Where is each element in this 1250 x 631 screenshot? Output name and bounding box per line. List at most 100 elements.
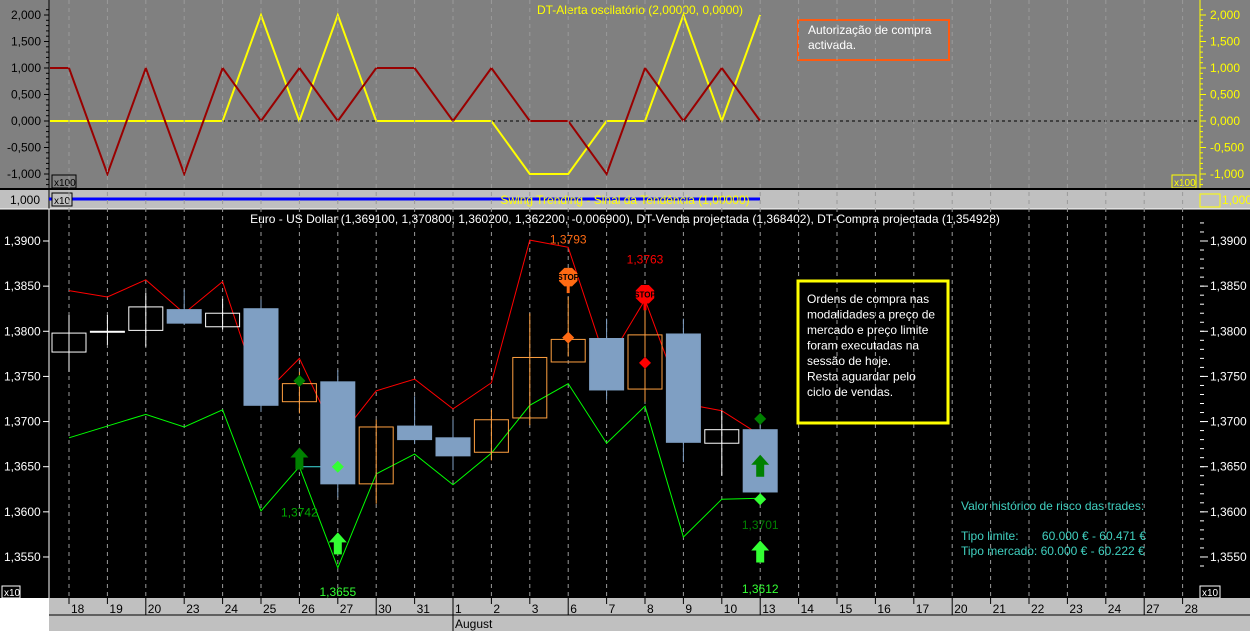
order-execution-text: Ordens de compra nas bbox=[807, 292, 929, 306]
y-tick-label-left: 1,3550 bbox=[4, 550, 41, 564]
candle[interactable] bbox=[358, 419, 394, 504]
candle[interactable] bbox=[512, 313, 548, 426]
x-tick-label: 7 bbox=[609, 602, 616, 616]
price-annotation: 1,3793 bbox=[550, 233, 587, 247]
y-tick-label-left: 1,3800 bbox=[4, 324, 41, 338]
x-tick-label: 13 bbox=[762, 602, 776, 616]
y-tick-label-right: 1,3900 bbox=[1210, 234, 1247, 248]
y-tick-label-left: -1,000 bbox=[7, 167, 41, 181]
scale-badge[interactable] bbox=[51, 192, 73, 207]
risk-market: Tipo mercado: 60.000 € - 60.222 € bbox=[961, 544, 1145, 558]
scale-badge-label: x10 bbox=[4, 588, 21, 599]
buy-authorization-note bbox=[797, 19, 950, 61]
oscillator-panel bbox=[0, 0, 1250, 189]
candle[interactable] bbox=[205, 298, 241, 330]
y-tick-label-right: 1,500 bbox=[1210, 35, 1240, 49]
y-tick-label-left: 1,3900 bbox=[4, 234, 41, 248]
trend-value-right: 1,000 bbox=[1222, 193, 1250, 207]
y-tick-label-left: 1,3650 bbox=[4, 460, 41, 474]
x-tick-label: 10 bbox=[724, 602, 738, 616]
scale-badge-label-right: x100 bbox=[1174, 178, 1196, 189]
x-tick-label: 8 bbox=[647, 602, 654, 616]
candle[interactable] bbox=[589, 318, 625, 400]
x-tick-label: 19 bbox=[109, 602, 123, 616]
x-tick-label: 21 bbox=[993, 602, 1007, 616]
candle-body bbox=[397, 425, 433, 441]
order-execution-text: sessão de hoje. bbox=[807, 354, 891, 368]
candle[interactable] bbox=[704, 410, 740, 476]
y-tick-label-left: 1,3850 bbox=[4, 279, 41, 293]
candle[interactable] bbox=[665, 318, 701, 463]
x-tick-label: 6 bbox=[570, 602, 577, 616]
candle[interactable] bbox=[320, 370, 356, 498]
month-label: August bbox=[455, 617, 493, 631]
x-tick-label: 20 bbox=[954, 602, 968, 616]
buy-projection-line bbox=[68, 382, 761, 570]
diamond-marker-icon bbox=[331, 460, 344, 473]
candle[interactable] bbox=[89, 315, 125, 345]
candle[interactable] bbox=[397, 396, 433, 445]
candle[interactable] bbox=[51, 315, 87, 372]
y-tick-label-right: 1,3600 bbox=[1210, 505, 1247, 519]
scale-badge-label-right: x10 bbox=[1202, 588, 1219, 599]
x-tick-label: 27 bbox=[1146, 602, 1160, 616]
y-tick-label-left: 2,000 bbox=[11, 8, 41, 22]
y-tick-label-right: 1,000 bbox=[1210, 61, 1240, 75]
y-tick-label-left: 0,000 bbox=[11, 114, 41, 128]
candle-body bbox=[665, 333, 701, 443]
candle-body bbox=[51, 332, 87, 353]
price-annotation: 1,3655 bbox=[319, 585, 356, 599]
candle[interactable] bbox=[473, 409, 509, 461]
candle[interactable] bbox=[128, 292, 164, 347]
x-tick-label: 9 bbox=[685, 602, 692, 616]
buy-authorization-text: activada. bbox=[808, 38, 856, 52]
x-tick-label: 28 bbox=[1185, 602, 1199, 616]
price-annotation: 1,3742 bbox=[281, 505, 318, 519]
y-tick-label-right: 1,3800 bbox=[1210, 324, 1247, 338]
risk-title: Valor histórico de risco das trades: bbox=[961, 499, 1144, 513]
arrow-up-icon bbox=[751, 540, 770, 563]
y-tick-label-left: 1,3600 bbox=[4, 505, 41, 519]
y-tick-label-right: -1,000 bbox=[1210, 167, 1244, 181]
candle-body bbox=[627, 334, 663, 390]
price-annotation: 1,3701 bbox=[742, 518, 779, 532]
x-tick-label: 24 bbox=[1108, 602, 1122, 616]
trend-value-left: 1,000 bbox=[10, 193, 40, 207]
candle-body bbox=[166, 309, 202, 324]
candle[interactable] bbox=[435, 419, 471, 471]
scale-badge[interactable] bbox=[1, 585, 21, 599]
candle-body bbox=[435, 437, 471, 457]
order-execution-note bbox=[796, 279, 950, 425]
x-tick-label: 16 bbox=[877, 602, 891, 616]
arrow-up-icon bbox=[328, 532, 347, 555]
candle-body bbox=[473, 419, 509, 453]
x-tick-label: 17 bbox=[916, 602, 930, 616]
stop-sign-label: STOP bbox=[557, 273, 579, 282]
scale-badge-right[interactable] bbox=[1199, 193, 1221, 208]
candle[interactable] bbox=[627, 307, 663, 402]
order-execution-text: modalidades a preço de bbox=[807, 308, 935, 322]
x-tick-label: 14 bbox=[801, 602, 815, 616]
candle-body bbox=[89, 330, 125, 333]
order-execution-text: Resta aguardar pelo bbox=[807, 370, 916, 384]
price-annotation: 1,3612 bbox=[742, 582, 779, 596]
y-tick-label-right: 1,3700 bbox=[1210, 415, 1247, 429]
x-tick-label: 23 bbox=[186, 602, 200, 616]
x-tick-label: 20 bbox=[148, 602, 162, 616]
x-tick-label: 24 bbox=[225, 602, 239, 616]
candle[interactable] bbox=[166, 289, 202, 325]
diamond-marker-icon bbox=[754, 493, 767, 506]
order-execution-text: mercado e preço limite bbox=[807, 323, 929, 337]
y-tick-label-left: 1,3700 bbox=[4, 415, 41, 429]
risk-limit: Tipo limite: 60.000 € - 60.471 € bbox=[961, 529, 1146, 543]
stop-sign-icon: STOP bbox=[634, 285, 656, 311]
x-tick-label: 31 bbox=[417, 602, 431, 616]
y-tick-label-left: 1,000 bbox=[11, 61, 41, 75]
candle[interactable] bbox=[243, 299, 279, 412]
y-tick-label-right: 1,3850 bbox=[1210, 279, 1247, 293]
main-title: Euro - US Dollar (1,369100, 1,370800, 1,… bbox=[250, 212, 1000, 226]
buy-authorization-text: Autorização de compra bbox=[808, 23, 932, 37]
y-tick-label-right: 1,3550 bbox=[1210, 550, 1247, 564]
stop-sign-icon: STOP bbox=[557, 267, 580, 294]
